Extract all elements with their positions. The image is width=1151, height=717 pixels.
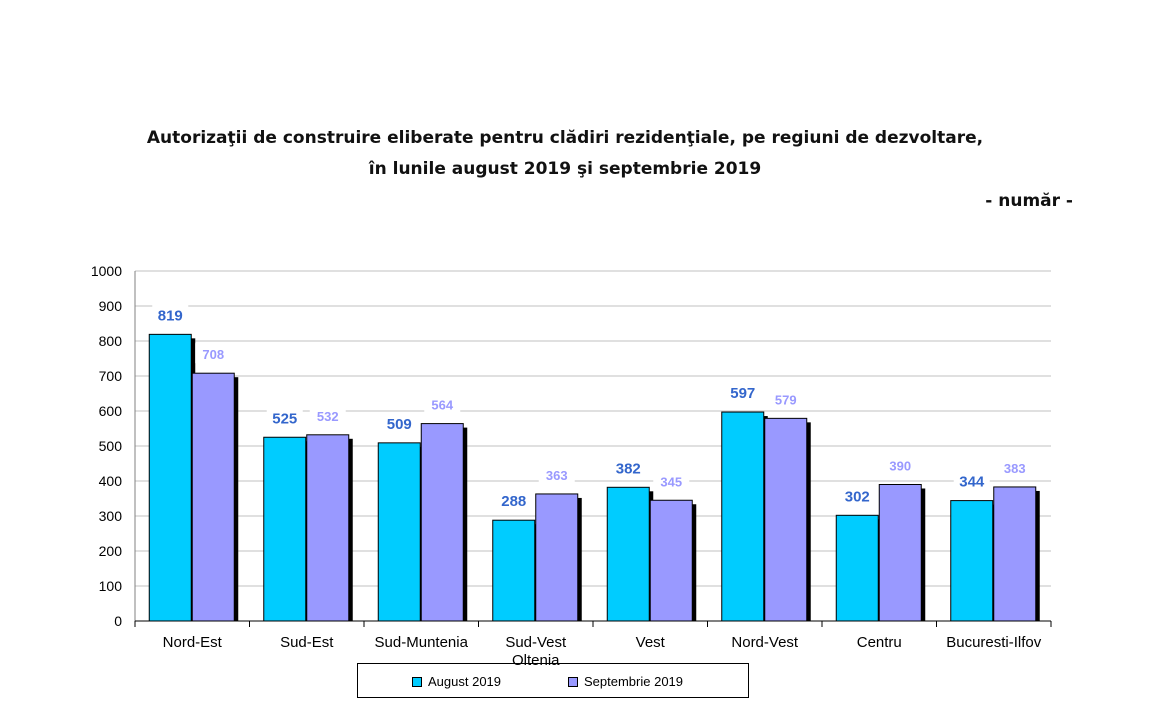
legend-label-august: August 2019	[428, 674, 502, 689]
data-label: 288	[501, 493, 526, 510]
y-tick-label: 400	[99, 473, 123, 489]
y-tick-label: 800	[99, 333, 123, 349]
x-tick-label: Sud-Muntenia	[375, 634, 469, 651]
bar-septembrie	[535, 493, 579, 622]
data-label-bg	[195, 343, 232, 364]
y-tick-label: 700	[99, 368, 123, 384]
data-label: 383	[1004, 461, 1026, 476]
data-label: 564	[431, 398, 453, 413]
y-tick-label: 600	[99, 403, 123, 419]
data-label-bg	[266, 407, 303, 428]
legend-item-august: August 2019	[412, 674, 501, 689]
y-tick-label: 0	[114, 613, 122, 629]
data-label-bg	[839, 485, 876, 506]
x-tick-label: Nord-Est	[163, 634, 223, 651]
data-label: 525	[272, 410, 297, 427]
data-label: 597	[730, 385, 755, 402]
y-tick-label: 500	[99, 438, 123, 454]
data-label: 509	[387, 416, 412, 433]
y-tick-label: 200	[99, 543, 123, 559]
y-tick-label: 300	[99, 508, 123, 524]
x-tick-label: Bucuresti-Ilfov	[946, 634, 1042, 651]
data-label-bg	[724, 382, 761, 403]
data-label: 532	[317, 409, 339, 424]
data-label-bg	[495, 490, 532, 511]
bar-septembrie	[993, 486, 1037, 622]
bar-august	[492, 519, 536, 622]
unit-label: - număr -	[985, 191, 1073, 211]
bar-septembrie	[764, 417, 808, 622]
data-label-bg	[953, 470, 990, 491]
bar-septembrie	[191, 372, 235, 622]
bar-august	[721, 411, 765, 622]
bar-septembrie	[649, 499, 693, 622]
data-label: 345	[660, 474, 682, 489]
bar-septembrie	[306, 434, 350, 622]
legend-swatch-septembrie	[568, 676, 578, 687]
data-label: 344	[959, 474, 985, 491]
bar-august	[377, 442, 421, 622]
bar-august	[950, 500, 994, 622]
y-tick-label: 900	[99, 298, 123, 314]
data-label-bg	[653, 470, 690, 491]
data-label-bg	[538, 463, 575, 484]
bar-august	[835, 514, 879, 622]
x-tick-label: Vest	[636, 634, 666, 651]
data-label: 579	[775, 392, 797, 407]
y-tick-label: 1000	[91, 263, 122, 279]
data-label-bg	[424, 393, 461, 414]
legend-item-septembrie: Septembrie 2019	[568, 674, 683, 689]
data-label-bg	[610, 457, 647, 478]
data-label: 302	[845, 488, 870, 505]
legend-label-septembrie: Septembrie 2019	[584, 674, 684, 689]
data-label-bg	[309, 404, 346, 425]
data-label: 382	[616, 460, 641, 477]
x-tick-label: Centru	[857, 634, 902, 651]
x-tick-label: Sud-Est	[280, 634, 334, 651]
data-label-bg	[882, 454, 919, 475]
x-tick-label: Sud-Vest Oltenia	[505, 634, 567, 669]
data-label-bg	[152, 304, 189, 325]
data-label: 708	[202, 347, 224, 362]
data-label: 363	[546, 468, 568, 483]
bar-august	[148, 333, 192, 622]
chart-title-line1: Autorizaţii de construire eliberate pent…	[146, 128, 984, 148]
bar-septembrie	[420, 423, 464, 622]
bar-august	[263, 436, 307, 622]
data-label: 819	[158, 307, 183, 324]
data-label-bg	[381, 412, 418, 433]
legend: August 2019 Septembrie 2019	[357, 663, 749, 698]
x-tick-label: Nord-Vest	[731, 634, 799, 651]
data-label: 390	[889, 459, 911, 474]
chart-title-line2: în lunile august 2019 şi septembrie 2019	[368, 159, 762, 179]
bar-august	[606, 486, 650, 622]
bar-septembrie	[878, 484, 922, 622]
data-label-bg	[767, 388, 804, 409]
legend-swatch-august	[412, 676, 422, 687]
data-label-bg	[996, 456, 1033, 477]
y-tick-label: 100	[99, 578, 123, 594]
